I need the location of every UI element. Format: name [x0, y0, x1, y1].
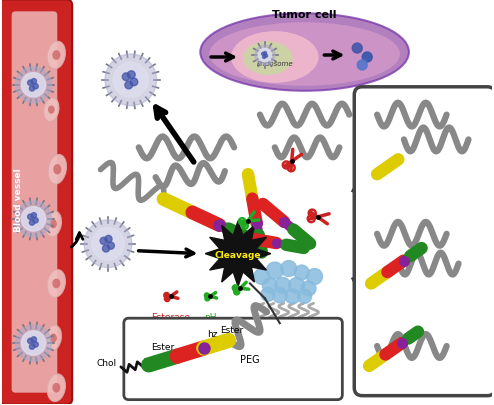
Ellipse shape — [52, 383, 60, 392]
Circle shape — [29, 344, 35, 350]
Circle shape — [127, 72, 135, 79]
Text: Blood vessel: Blood vessel — [14, 168, 23, 231]
Circle shape — [21, 207, 45, 232]
Ellipse shape — [48, 106, 55, 115]
Circle shape — [275, 278, 290, 294]
FancyBboxPatch shape — [354, 87, 494, 396]
Circle shape — [362, 53, 372, 63]
Text: Ester: Ester — [220, 326, 244, 335]
Circle shape — [262, 278, 277, 293]
Circle shape — [263, 56, 266, 60]
Circle shape — [16, 68, 51, 103]
Circle shape — [255, 46, 275, 66]
Ellipse shape — [47, 270, 65, 298]
Circle shape — [105, 55, 157, 107]
Circle shape — [113, 63, 148, 98]
Circle shape — [33, 84, 39, 90]
Circle shape — [357, 61, 367, 71]
Circle shape — [28, 215, 33, 220]
Circle shape — [21, 73, 45, 98]
Circle shape — [258, 49, 272, 63]
Circle shape — [307, 269, 323, 285]
Ellipse shape — [231, 32, 319, 83]
Text: Chol: Chol — [97, 358, 117, 367]
Circle shape — [352, 44, 362, 54]
Circle shape — [31, 79, 37, 85]
Circle shape — [262, 53, 265, 56]
Circle shape — [298, 290, 312, 304]
Text: Esterase: Esterase — [151, 313, 190, 322]
Circle shape — [29, 220, 35, 226]
Circle shape — [28, 338, 33, 344]
Ellipse shape — [47, 42, 65, 70]
Circle shape — [33, 342, 39, 347]
Circle shape — [130, 79, 138, 87]
Circle shape — [288, 278, 305, 294]
Circle shape — [16, 325, 51, 361]
Circle shape — [285, 289, 300, 304]
Ellipse shape — [48, 155, 67, 185]
Circle shape — [105, 236, 112, 243]
Ellipse shape — [209, 23, 400, 87]
Circle shape — [31, 213, 37, 218]
Ellipse shape — [44, 98, 59, 122]
Circle shape — [31, 337, 37, 342]
Circle shape — [254, 269, 270, 285]
Ellipse shape — [45, 326, 61, 351]
Ellipse shape — [47, 374, 65, 401]
FancyBboxPatch shape — [124, 318, 342, 400]
Circle shape — [100, 238, 107, 245]
FancyBboxPatch shape — [12, 12, 57, 393]
Circle shape — [33, 218, 39, 224]
Circle shape — [29, 87, 35, 92]
Circle shape — [123, 74, 130, 81]
Ellipse shape — [50, 334, 57, 343]
Ellipse shape — [53, 164, 61, 175]
Text: hz: hz — [207, 329, 217, 338]
Circle shape — [265, 55, 268, 58]
FancyBboxPatch shape — [0, 0, 72, 405]
Ellipse shape — [52, 51, 60, 61]
Text: Ester: Ester — [151, 342, 174, 351]
Circle shape — [264, 52, 267, 55]
Text: Endosome: Endosome — [256, 61, 293, 67]
Circle shape — [28, 81, 33, 86]
Circle shape — [294, 265, 309, 280]
Text: Tumor cell: Tumor cell — [272, 10, 337, 20]
Circle shape — [84, 220, 132, 268]
Circle shape — [125, 82, 132, 90]
Text: PEG: PEG — [241, 354, 260, 364]
Circle shape — [92, 228, 124, 260]
Circle shape — [301, 281, 316, 296]
Ellipse shape — [52, 279, 60, 289]
Ellipse shape — [201, 14, 409, 92]
Text: pH: pH — [204, 313, 216, 322]
Ellipse shape — [45, 211, 61, 237]
Circle shape — [272, 288, 287, 303]
Circle shape — [107, 243, 115, 249]
Circle shape — [21, 331, 45, 355]
Text: Cleavage: Cleavage — [215, 251, 261, 260]
Circle shape — [102, 245, 110, 252]
Circle shape — [281, 261, 297, 277]
Polygon shape — [206, 221, 271, 287]
Circle shape — [266, 262, 283, 279]
Circle shape — [261, 288, 275, 302]
Ellipse shape — [243, 42, 292, 76]
Circle shape — [16, 202, 51, 237]
Ellipse shape — [50, 220, 57, 229]
